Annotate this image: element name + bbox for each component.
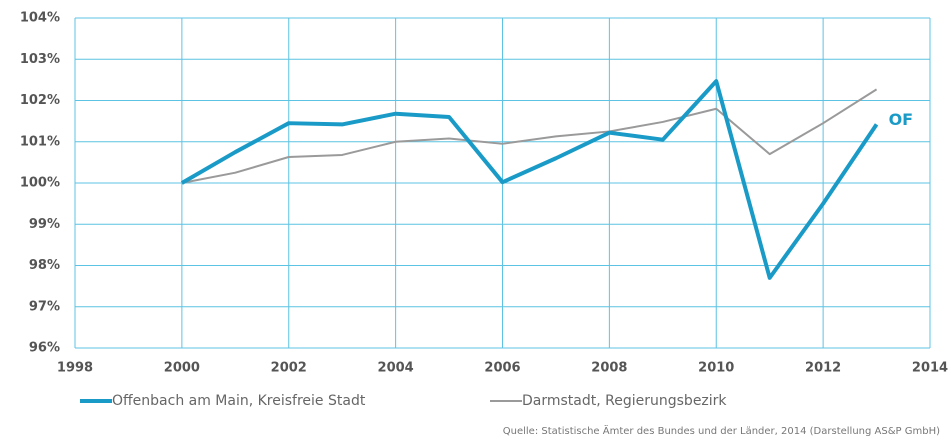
annotation: OF bbox=[889, 110, 914, 129]
y-tick-label: 101% bbox=[20, 134, 60, 149]
x-tick-label: 2004 bbox=[378, 361, 414, 376]
x-tick-label: 2010 bbox=[698, 361, 734, 376]
x-tick-label: 2008 bbox=[591, 361, 627, 376]
legend-label: Darmstadt, Regierungsbezirk bbox=[522, 393, 727, 409]
y-tick-label: 98% bbox=[29, 258, 60, 273]
source-note: Quelle: Statistische Ämter des Bundes un… bbox=[503, 424, 940, 437]
y-tick-label: 104% bbox=[20, 11, 60, 26]
legend-label: Offenbach am Main, Kreisfreie Stadt bbox=[112, 393, 366, 409]
y-tick-label: 99% bbox=[29, 217, 60, 232]
x-tick-label: 2012 bbox=[805, 361, 841, 376]
series-line bbox=[180, 79, 879, 280]
x-tick-label: 2014 bbox=[912, 361, 948, 376]
y-tick-label: 100% bbox=[20, 176, 60, 191]
y-tick-label: 97% bbox=[29, 299, 60, 314]
series-line bbox=[181, 88, 878, 184]
x-tick-label: 2006 bbox=[484, 361, 520, 376]
x-tick-label: 2000 bbox=[164, 361, 200, 376]
x-tick-label: 1998 bbox=[57, 361, 93, 376]
x-tick-label: 2002 bbox=[271, 361, 307, 376]
y-tick-label: 103% bbox=[20, 52, 60, 67]
y-tick-label: 102% bbox=[20, 93, 60, 108]
y-tick-label: 96% bbox=[29, 341, 60, 356]
